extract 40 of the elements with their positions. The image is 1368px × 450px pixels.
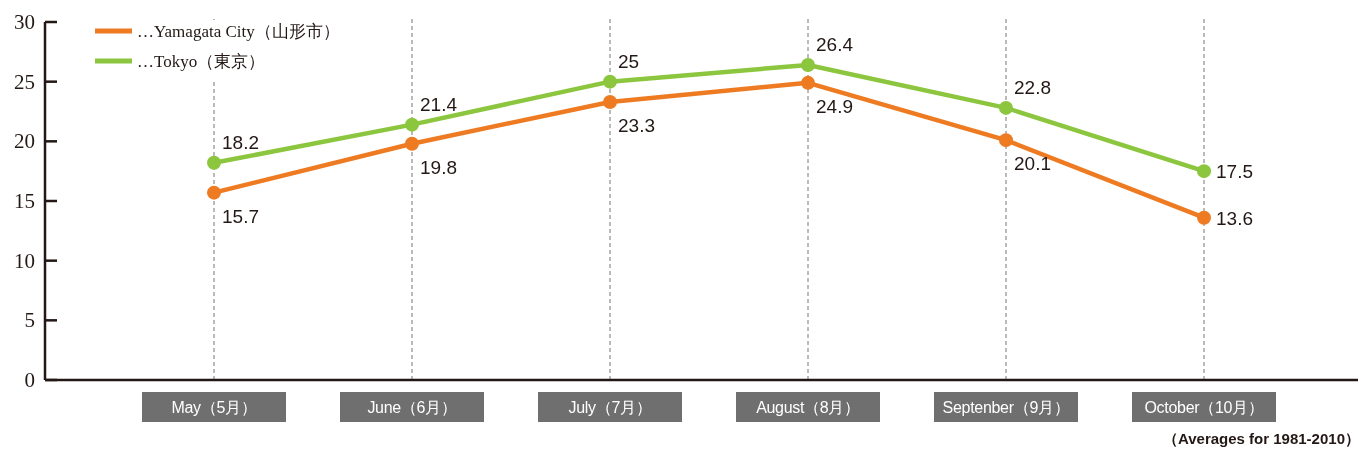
point	[999, 133, 1013, 148]
data-label: 23.3	[618, 114, 655, 136]
data-label: 13.6	[1216, 207, 1253, 229]
data-label: 20.1	[1014, 153, 1051, 175]
legend-label: …Yamagata City（山形市）	[137, 22, 340, 41]
x-tick-label: October（10月）	[1144, 399, 1264, 416]
point	[405, 117, 419, 132]
data-label: 18.2	[222, 131, 259, 153]
y-tick-label: 15	[14, 189, 35, 213]
legend-label: …Tokyo（東京）	[137, 52, 266, 71]
point	[207, 155, 221, 170]
y-tick-label: 10	[14, 248, 35, 273]
x-tick-label: July（7月）	[568, 399, 652, 416]
point	[207, 185, 221, 200]
point	[1197, 210, 1211, 225]
point	[603, 74, 617, 89]
x-tick-label: Septenber（9月）	[942, 399, 1070, 416]
point	[801, 75, 815, 90]
y-tick-label: 25	[14, 69, 35, 94]
data-label: 25	[618, 50, 640, 72]
data-label: 26.4	[816, 33, 854, 55]
data-label: 17.5	[1216, 161, 1253, 183]
point	[405, 136, 419, 151]
x-tick-label: May（5月）	[171, 399, 257, 416]
data-label: 21.4	[420, 93, 458, 115]
x-tick-label: August（8月）	[756, 399, 860, 416]
point	[603, 94, 617, 109]
data-label: 15.7	[222, 205, 259, 227]
text: （Averages for 1981-2010）	[1162, 430, 1360, 447]
y-tick-label: 30	[14, 10, 35, 34]
point	[801, 57, 815, 72]
x-tick-label: June（6月）	[367, 399, 457, 416]
point	[1197, 164, 1211, 179]
point	[999, 100, 1013, 115]
data-label: 22.8	[1014, 76, 1051, 98]
data-label: 24.9	[816, 95, 853, 117]
y-tick-label: 5	[24, 308, 35, 333]
data-label: 19.8	[420, 156, 457, 178]
y-tick-label: 0	[24, 368, 35, 392]
y-tick-label: 20	[14, 129, 35, 154]
